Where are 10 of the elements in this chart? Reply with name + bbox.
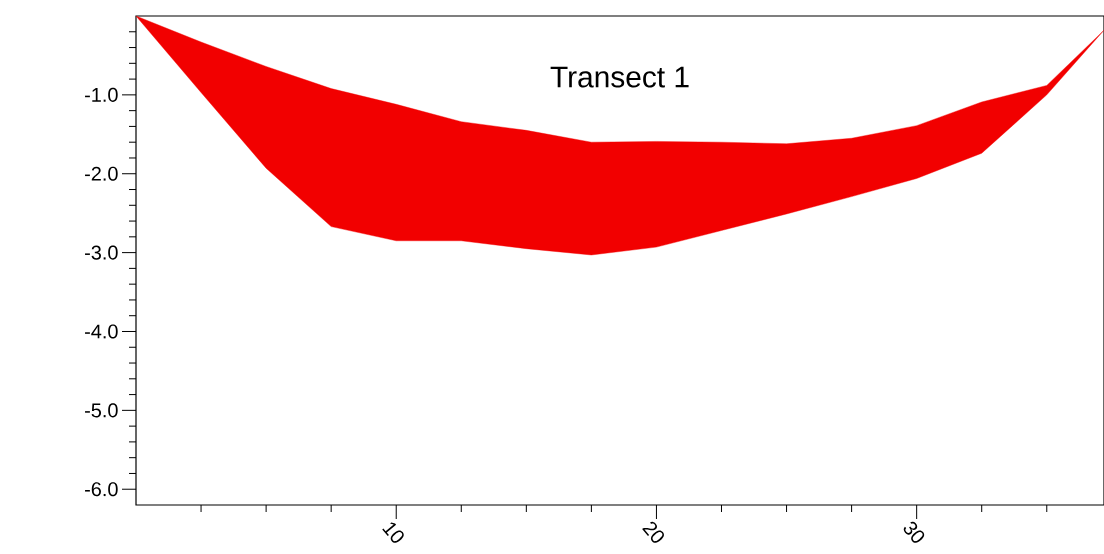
x-tick-label: 20 xyxy=(642,521,664,543)
y-tick-label: -1.0 xyxy=(85,87,118,102)
x-tick-label: 10 xyxy=(382,522,404,543)
x-tick-label: 30 xyxy=(903,521,925,543)
y-tick-label: -5.0 xyxy=(85,403,118,418)
y-tick-label: -4.0 xyxy=(85,324,118,339)
text: Transect 1 xyxy=(550,66,689,88)
y-tick-label: -2.0 xyxy=(85,166,118,181)
y-tick-label: -3.0 xyxy=(85,245,118,260)
y-tick-label: -6.0 xyxy=(85,482,118,497)
